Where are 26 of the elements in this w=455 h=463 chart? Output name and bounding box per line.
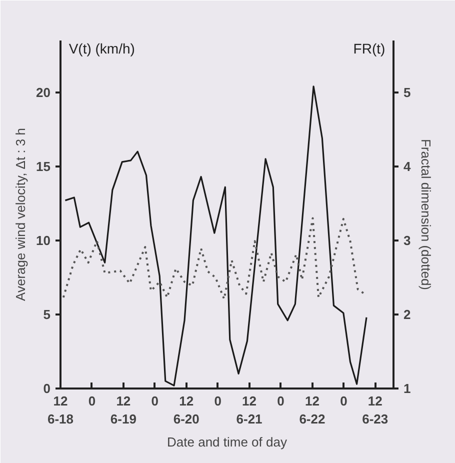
x-tick-label: 0 [151, 394, 159, 408]
x-tick-label: 12 6-18 [47, 394, 74, 426]
x-tick-label: 12 6-20 [173, 394, 200, 426]
x-tick-label: 0 [340, 394, 348, 408]
x-tick-label: 0 [88, 394, 96, 408]
x-tick-label: 12 6-21 [236, 394, 262, 426]
y2-axis-title: Fractal dimension (dotted) [418, 138, 434, 290]
y-tick-label: 15 [36, 158, 51, 174]
y2-tick-label: 2 [404, 306, 411, 322]
y-axis-title: Average wind velocity, Δt : 3 h [13, 128, 28, 301]
x-tick-label: 12 6-22 [299, 394, 326, 426]
y-tick-label: 0 [43, 381, 51, 396]
x-tick-label: 12 6-23 [362, 394, 388, 426]
annotation: FR(t) [353, 40, 386, 56]
y2-tick-label: 5 [404, 84, 411, 100]
x-tick-label: 12 6-19 [110, 394, 136, 426]
y2-tick-label: 4 [404, 158, 412, 174]
x-tick-label: 0 [277, 394, 284, 408]
y-tick-label: 20 [36, 84, 51, 100]
x-axis-title: Date and time of day [167, 434, 288, 450]
x-tick-label: 0 [214, 394, 222, 408]
annotation: V(t) (km/h) [68, 40, 135, 56]
y2-tick-label: 3 [404, 232, 411, 248]
y2-tick-label: 1 [404, 381, 411, 396]
y-tick-label: 5 [43, 306, 51, 322]
y-tick-label: 10 [36, 232, 51, 248]
